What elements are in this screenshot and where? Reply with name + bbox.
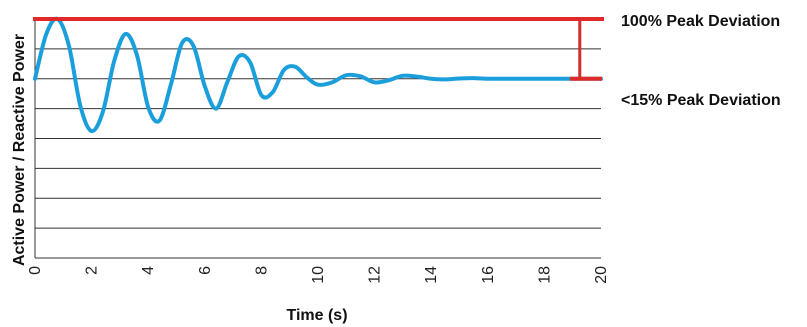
- x-tick-label: 20: [593, 266, 610, 284]
- x-tick-label: 12: [367, 266, 384, 284]
- series-layer: [33, 16, 603, 134]
- grid-lines: [34, 18, 601, 259]
- x-tick-label: 8: [253, 266, 270, 275]
- x-tick-label: 10: [310, 266, 327, 284]
- peak-deviation-100-label: 100% Peak Deviation: [621, 13, 780, 30]
- x-tick-label: 14: [423, 266, 440, 284]
- x-tick-label: 0: [27, 266, 44, 275]
- x-axis-title: Time (s): [286, 307, 347, 324]
- peak-deviation-15-label: <15% Peak Deviation: [621, 92, 781, 109]
- y-axis-title: Active Power / Reactive Power: [11, 34, 28, 266]
- x-tick-labels: 0 2 4 6 8 10 12 14 16 18 20: [27, 266, 610, 284]
- x-tick-label: 18: [536, 266, 553, 284]
- x-tick-label: 6: [197, 266, 214, 275]
- x-tick-label: 4: [140, 266, 157, 275]
- x-tick-label: 16: [480, 266, 497, 284]
- x-tick-label: 2: [84, 266, 101, 275]
- reference-layer: [33, 17, 604, 81]
- series-line: [33, 16, 603, 134]
